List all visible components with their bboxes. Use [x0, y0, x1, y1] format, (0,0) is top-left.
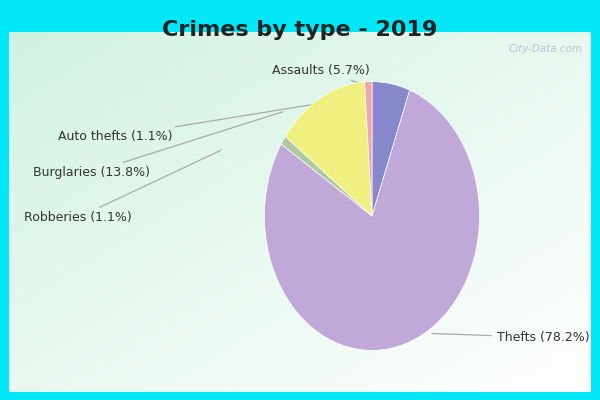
Text: Assaults (5.7%): Assaults (5.7%): [272, 64, 401, 97]
Wedge shape: [365, 82, 372, 216]
Text: Crimes by type - 2019: Crimes by type - 2019: [163, 20, 437, 40]
Text: Thefts (78.2%): Thefts (78.2%): [432, 331, 589, 344]
Wedge shape: [265, 90, 479, 350]
Wedge shape: [372, 82, 410, 216]
Wedge shape: [281, 136, 372, 216]
Text: Robberies (1.1%): Robberies (1.1%): [23, 150, 221, 224]
Text: City-Data.com: City-Data.com: [508, 44, 583, 54]
Text: Burglaries (13.8%): Burglaries (13.8%): [32, 112, 283, 179]
Wedge shape: [286, 82, 372, 216]
Text: Auto thefts (1.1%): Auto thefts (1.1%): [58, 96, 363, 143]
